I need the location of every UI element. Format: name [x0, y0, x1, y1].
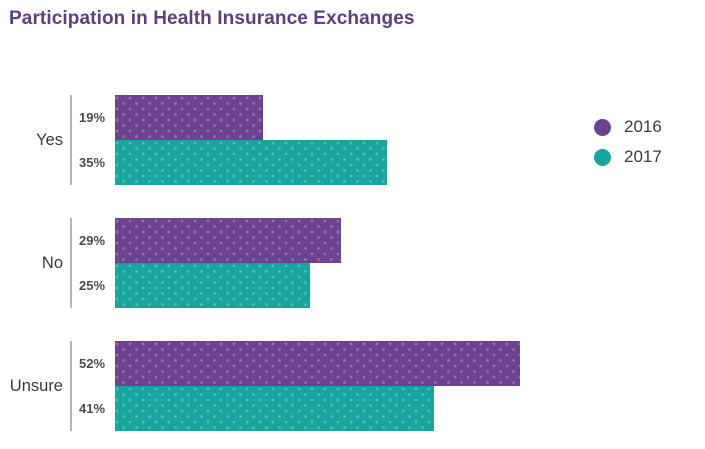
value-label: 25%	[79, 278, 106, 293]
bar-2017-unsure	[115, 386, 434, 431]
bar-2016-yes	[115, 95, 263, 140]
legend-swatch-2017	[594, 148, 611, 166]
category-label: No	[41, 253, 63, 272]
legend: 2016 2017	[594, 117, 662, 167]
bar-2016-unsure	[115, 341, 520, 386]
legend-swatch-2016	[594, 118, 611, 136]
bar-rows: 52% 41%	[72, 341, 520, 431]
legend-item-2017: 2017	[594, 147, 662, 167]
legend-label: 2016	[624, 117, 662, 136]
category-label: Yes	[36, 130, 63, 149]
bar-row: 35%	[72, 140, 387, 185]
bar-chart-plot-area: Yes 19% 35% No 29% 25% Unsure 52% 41%	[0, 95, 600, 431]
bar-row: 52%	[72, 341, 520, 386]
axis-line	[70, 341, 72, 431]
value-label: 29%	[79, 233, 106, 248]
axis-line	[70, 95, 72, 185]
value-label: 35%	[79, 155, 106, 170]
bar-rows: 29% 25%	[72, 218, 341, 308]
bar-2017-yes	[115, 140, 387, 185]
bar-2017-no	[115, 263, 310, 308]
bar-rows: 19% 35%	[72, 95, 387, 185]
legend-label: 2017	[624, 147, 662, 166]
category-label: Unsure	[9, 376, 63, 395]
bar-row: 25%	[72, 263, 341, 308]
bar-row: 19%	[72, 95, 387, 140]
bar-row: 29%	[72, 218, 341, 263]
legend-item-2016: 2016	[594, 117, 662, 137]
bar-row: 41%	[72, 386, 520, 431]
value-label: 52%	[79, 356, 106, 371]
axis-line	[70, 218, 72, 308]
chart-title: Participation in Health Insurance Exchan…	[9, 8, 415, 29]
bar-2016-no	[115, 218, 341, 263]
value-label: 41%	[79, 401, 106, 416]
bar-group-no: No 29% 25%	[0, 218, 600, 308]
value-label: 19%	[79, 110, 106, 125]
bar-group-unsure: Unsure 52% 41%	[0, 341, 600, 431]
bar-group-yes: Yes 19% 35%	[0, 95, 600, 185]
